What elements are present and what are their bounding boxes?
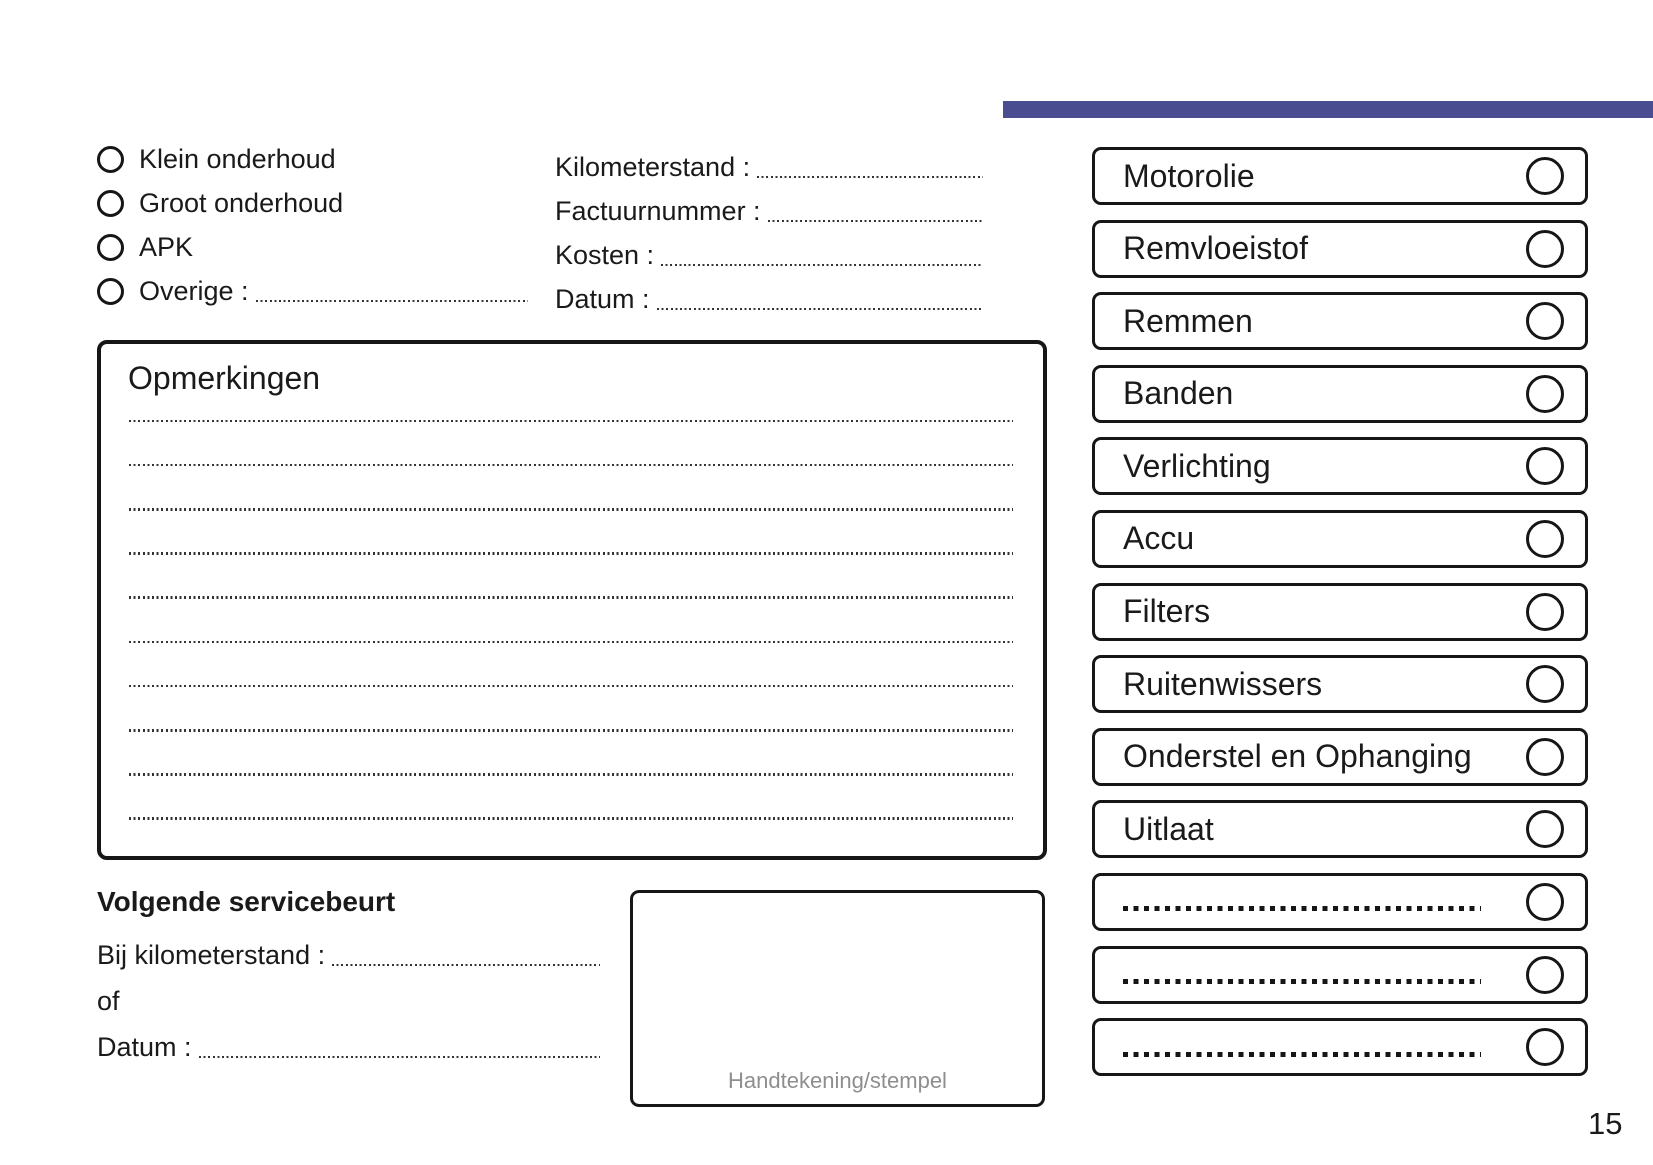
- check-circle-icon: [1526, 955, 1564, 994]
- remarks-line: [129, 643, 1013, 688]
- dotted-leader: [255, 299, 528, 303]
- service-type-label: Groot onderhoud: [139, 187, 344, 218]
- check-circle-icon: [1526, 157, 1564, 195]
- check-circle-icon: [1526, 665, 1564, 704]
- check-circle-icon: [1526, 810, 1564, 849]
- next-service-label: Bij kilometerstand :: [97, 939, 326, 970]
- remarks-line: [129, 378, 1013, 423]
- service-type-row: Groot onderhoud: [97, 181, 528, 225]
- checklist-row: Motorolie: [1092, 147, 1588, 205]
- check-circle-icon: [1526, 302, 1564, 341]
- checklist-row: Filters: [1092, 582, 1588, 641]
- checklist-row: Uitlaat: [1092, 800, 1588, 859]
- dotted-leader: [198, 1055, 600, 1059]
- check-circle-icon: [1526, 882, 1564, 921]
- service-type-list: Klein onderhoud Groot onderhoud APK Over…: [97, 137, 528, 313]
- next-service-label: of: [97, 985, 120, 1016]
- checklist-label: Uitlaat: [1123, 810, 1214, 847]
- remarks-title: Opmerkingen: [128, 360, 321, 396]
- checklist-row: Remvloeistof: [1092, 219, 1588, 278]
- field-row: Datum :: [555, 277, 983, 321]
- next-service-row: of: [97, 984, 600, 1018]
- field-row: Factuurnummer :: [555, 189, 983, 233]
- dotted-leader: [767, 219, 983, 223]
- check-circle-icon: [1526, 592, 1564, 631]
- check-circle-icon: [1526, 737, 1564, 776]
- blank-dotted-line: [1123, 1051, 1481, 1057]
- page-number: 15: [1588, 1106, 1623, 1141]
- checklist-row: Onderstel en Ophanging: [1092, 727, 1588, 786]
- field-label: Kilometerstand :: [555, 151, 751, 182]
- check-circle-icon: [1526, 229, 1564, 268]
- dotted-leader: [332, 963, 600, 967]
- signature-box: Handtekening/stempel: [630, 890, 1045, 1107]
- service-type-row: Klein onderhoud: [97, 137, 528, 181]
- blank-dotted-line: [1123, 906, 1481, 912]
- radio-circle-icon: [97, 233, 124, 261]
- checklist-label: Onderstel en Ophanging: [1123, 738, 1472, 775]
- dotted-leader: [757, 175, 983, 179]
- radio-circle-icon: [97, 145, 124, 173]
- next-service-row: Bij kilometerstand :: [97, 938, 600, 972]
- remarks-line: [129, 732, 1013, 776]
- signature-caption: Handtekening/stempel: [728, 1068, 947, 1093]
- invoice-field-list: Kilometerstand : Factuurnummer : Kosten …: [555, 145, 983, 321]
- checklist-row: [1092, 1018, 1588, 1077]
- remarks-line: [129, 599, 1013, 644]
- checklist-label: Verlichting: [1123, 447, 1271, 484]
- service-type-label: APK: [139, 231, 194, 262]
- dotted-leader: [661, 263, 983, 267]
- remarks-line: [129, 511, 1013, 555]
- service-type-row: APK: [97, 225, 528, 269]
- checklist-row: Remmen: [1092, 292, 1588, 351]
- checklist-label: Accu: [1123, 520, 1195, 557]
- checklist-row: [1092, 945, 1588, 1004]
- blank-dotted-line: [1123, 979, 1481, 985]
- checklist-label: Ruitenwissers: [1123, 665, 1323, 702]
- remarks-box: Opmerkingen: [97, 340, 1047, 860]
- remarks-line: [129, 776, 1013, 821]
- remarks-line: [129, 687, 1013, 732]
- checklist-label: Motorolie: [1123, 157, 1255, 194]
- checklist-row: Banden: [1092, 364, 1588, 423]
- radio-circle-icon: [97, 277, 124, 305]
- check-circle-icon: [1526, 447, 1564, 486]
- service-type-label: Klein onderhoud: [139, 143, 336, 174]
- checklist-row: Ruitenwissers: [1092, 655, 1588, 714]
- service-type-label: Overige :: [139, 275, 249, 306]
- remarks-lines: [129, 378, 1013, 821]
- field-row: Kosten :: [555, 233, 983, 277]
- checklist-row: [1092, 872, 1588, 931]
- check-circle-icon: [1526, 1028, 1564, 1067]
- field-label: Factuurnummer :: [555, 195, 761, 226]
- next-service-title: Volgende servicebeurt: [97, 886, 396, 917]
- next-service-section: Volgende servicebeurt Bij kilometerstand…: [97, 884, 600, 1076]
- checklist-label: Remmen: [1123, 302, 1253, 339]
- remarks-line: [129, 466, 1013, 511]
- next-service-row: Datum :: [97, 1030, 600, 1064]
- next-service-rows: Bij kilometerstand : of Datum :: [97, 938, 600, 1064]
- checklist-label: Remvloeistof: [1123, 230, 1308, 267]
- checklist-column: Motorolie Remvloeistof Remmen Banden: [1092, 147, 1588, 1091]
- radio-circle-icon: [97, 189, 124, 217]
- remarks-line: [129, 422, 1013, 467]
- remarks-line: [129, 555, 1013, 600]
- field-row: Kilometerstand :: [555, 145, 983, 189]
- field-label: Kosten :: [555, 239, 655, 270]
- checklist-label: Banden: [1123, 375, 1234, 412]
- accent-bar: [1003, 101, 1653, 118]
- dotted-leader: [656, 307, 983, 311]
- field-label: Datum :: [555, 283, 650, 314]
- checklist-label: Filters: [1123, 593, 1211, 630]
- next-service-label: Datum :: [97, 1031, 192, 1062]
- check-circle-icon: [1526, 374, 1564, 413]
- checklist-row: Accu: [1092, 509, 1588, 568]
- check-circle-icon: [1526, 519, 1564, 558]
- checklist-row: Verlichting: [1092, 437, 1588, 496]
- service-type-row: Overige :: [97, 269, 528, 313]
